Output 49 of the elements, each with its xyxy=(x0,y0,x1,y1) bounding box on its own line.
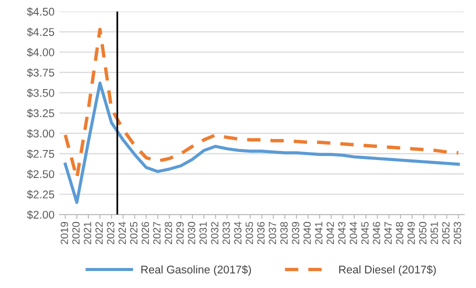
x-tick-label: 2022 xyxy=(95,222,103,244)
y-tick-label: $2.00 xyxy=(26,210,54,220)
x-tick-label: 2053 xyxy=(454,222,462,244)
x-tick-label: 2040 xyxy=(303,222,311,244)
x-tick-label: 2043 xyxy=(338,222,346,244)
legend-label: Real Diesel (2017$) xyxy=(339,265,436,276)
x-tick-label: 2051 xyxy=(430,222,438,244)
x-tick-label: 2024 xyxy=(118,222,126,244)
x-tick-label: 2050 xyxy=(419,222,426,244)
y-tick-label: $3.75 xyxy=(26,68,54,78)
y-tick-label: $4.50 xyxy=(26,7,54,16)
x-tick-label: 2027 xyxy=(153,222,161,244)
x-tick-label: 2046 xyxy=(372,222,380,244)
y-tick-label: $3.00 xyxy=(26,129,54,138)
x-tick-label: 2037 xyxy=(268,222,276,244)
x-tick-label: 2030 xyxy=(188,222,196,244)
x-tick-label: 2025 xyxy=(130,222,138,244)
y-tick-label: $2.25 xyxy=(26,190,54,200)
x-tick-label: 2047 xyxy=(384,222,392,244)
x-tick-label: 2048 xyxy=(396,222,404,244)
x-tick-label: 2045 xyxy=(361,222,369,244)
x-tick-label: 2032 xyxy=(210,222,218,244)
x-tick-label: 2036 xyxy=(257,222,265,244)
y-tick-label: $4.00 xyxy=(26,48,54,57)
legend-label: Real Gasoline (2017$) xyxy=(141,265,251,276)
x-tick-label: 2052 xyxy=(442,222,450,244)
x-tick-label: 2019 xyxy=(60,222,68,244)
x-tick-label: 2023 xyxy=(106,222,114,244)
x-tick-label: 2042 xyxy=(326,222,334,244)
y-tick-label: $4.25 xyxy=(26,28,54,37)
x-tick-label: 2039 xyxy=(292,222,300,244)
line-series xyxy=(64,81,460,204)
x-tick-label: 2021 xyxy=(84,222,92,244)
x-tick-label: 2038 xyxy=(280,222,288,244)
x-tick-label: 2020 xyxy=(72,222,80,244)
x-tick-label: 2026 xyxy=(142,222,149,244)
x-tick-label: 2035 xyxy=(246,222,254,244)
x-tick-label: 2033 xyxy=(222,222,230,244)
y-tick-label: $3.50 xyxy=(26,88,54,98)
x-tick-label: 2031 xyxy=(199,222,207,244)
x-tick-label: 2041 xyxy=(315,222,322,244)
x-tick-label: 2029 xyxy=(176,222,184,244)
y-tick-label: $2.75 xyxy=(26,149,54,158)
x-tick-label: 2044 xyxy=(350,222,358,244)
y-tick-label: $3.25 xyxy=(26,108,54,118)
x-tick-label: 2049 xyxy=(408,222,415,244)
x-tick-label: 2034 xyxy=(234,222,242,244)
y-tick-label: $2.50 xyxy=(26,170,54,179)
x-tick-label: 2028 xyxy=(164,222,172,244)
